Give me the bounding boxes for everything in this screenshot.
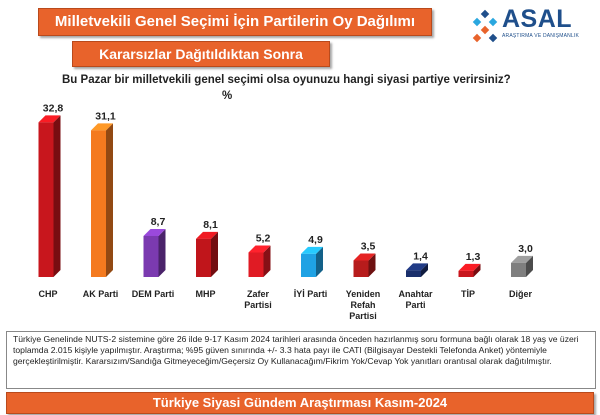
footer-banner: Türkiye Siyasi Gündem Araştırması Kasım-… [6,392,594,414]
page-subtitle: Kararsızlar Dağıtıldıktan Sonra [99,46,303,62]
value-label-1: 31,1 [95,110,116,122]
chart-question: Bu Pazar bir milletvekili genel seçimi o… [62,74,511,86]
category-label-6: Yeniden Refah Partisi [346,289,381,321]
bar-3 [196,231,218,277]
bar-7 [406,263,428,277]
value-label-0: 32,8 [43,102,64,114]
category-label-3: MHP [196,289,216,299]
bar-2 [143,228,166,277]
value-label-5: 4,9 [308,234,323,246]
methodology-note: Türkiye Genelinde NUTS-2 sistemine göre … [6,331,596,389]
bar-8 [458,263,481,277]
bar-9 [511,255,533,277]
bar-5 [301,246,323,277]
category-label-9: Diğer [509,289,533,299]
value-label-8: 1,3 [466,251,481,263]
value-label-7: 1,4 [413,250,428,262]
title-banner: Milletvekili Genel Seçimi İçin Partileri… [38,8,432,36]
category-label-5: İYİ Parti [294,289,328,299]
value-label-6: 3,5 [361,241,376,253]
bar-4 [248,245,271,277]
methodology-text: Türkiye Genelinde NUTS-2 sistemine göre … [13,334,579,366]
bar-0 [38,115,61,277]
logo-tagline: ARAŞTIRMA VE DANIŞMANLIK [502,33,580,39]
category-label-1: AK Parti [83,289,119,299]
category-label-2: DEM Parti [132,289,175,299]
bar-chart: 32,8 CHP 31,1 AK Parti 8,7 DEM Parti 8,1 MHP 5,2… [38,102,533,321]
subtitle-banner: Kararsızlar Dağıtıldıktan Sonra [72,41,330,67]
value-label-9: 3,0 [518,243,533,255]
footer-label: Türkiye Siyasi Gündem Araştırması Kasım-… [152,395,448,410]
page-title: Milletvekili Genel Seçimi İçin Partileri… [54,13,416,30]
category-label-4: Zafer Partisi [244,289,272,310]
chart-unit: % [222,90,233,102]
category-label-0: CHP [38,289,57,299]
category-label-7: Anahtar Parti [398,289,433,310]
bar-6 [353,253,376,277]
value-label-4: 5,2 [256,232,271,244]
category-label-8: TİP [461,289,475,299]
asal-logo-icon [472,9,498,43]
value-label-3: 8,1 [203,219,218,231]
value-label-2: 8,7 [151,216,166,228]
bar-1 [91,123,113,277]
logo-name: ASAL [502,5,573,33]
